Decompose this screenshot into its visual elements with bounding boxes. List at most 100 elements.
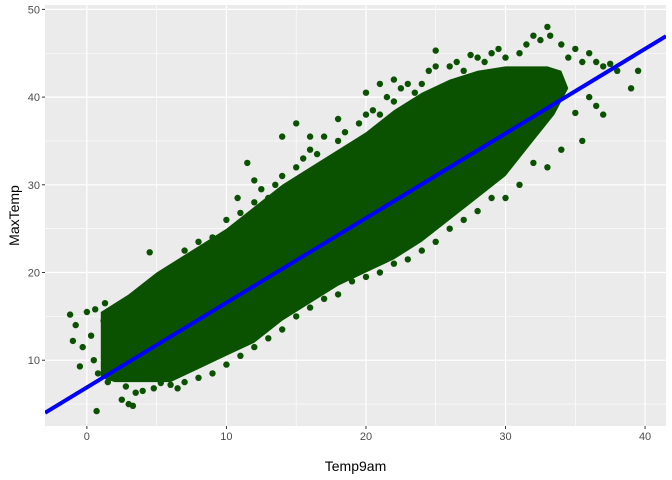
scatter-point (376, 80, 384, 88)
scatter-point (390, 260, 398, 267)
scatter-point (348, 278, 356, 285)
scatter-point (142, 286, 149, 294)
scatter-point (279, 133, 286, 140)
scatter-point (320, 133, 328, 140)
scatter-point (579, 58, 586, 66)
scatter-point (565, 54, 572, 61)
scatter-point (83, 308, 91, 316)
scatter-point (390, 76, 398, 83)
scatter-point (306, 133, 314, 140)
scatter-point (93, 407, 100, 415)
scatter-point (586, 93, 593, 101)
scatter-point (132, 389, 139, 396)
scatter-point (502, 54, 509, 61)
scatter-point (425, 67, 432, 75)
scatter-point (547, 32, 554, 39)
scatter-point (313, 150, 321, 158)
scatter-point (150, 385, 157, 392)
scatter-point (474, 207, 481, 215)
scatter-point (265, 335, 272, 342)
scatter-point (300, 155, 307, 162)
scatter-point (537, 36, 544, 44)
scatter-point (334, 115, 342, 123)
x-axis-ticks: 0 10 20 30 40 (84, 426, 651, 443)
scatter-point (530, 32, 537, 39)
x-tick-label: 20 (360, 431, 372, 443)
scatter-point (87, 332, 95, 339)
scatter-point (432, 238, 439, 245)
y-tick-label: 20 (28, 268, 40, 280)
y-tick-label: 10 (28, 355, 40, 367)
scatter-point (244, 159, 251, 167)
scatter-point (223, 216, 230, 224)
scatter-point (495, 45, 502, 53)
scatter-point (362, 273, 370, 281)
scatter-point (234, 194, 241, 202)
scatter-point (237, 352, 244, 359)
scatter-point (362, 111, 370, 118)
x-tick-label: 0 (84, 431, 90, 443)
scatter-point (558, 41, 565, 48)
scatter-point (634, 67, 642, 75)
major-gridlines (45, 5, 666, 426)
scatter-point (209, 370, 216, 377)
scatter-point (516, 50, 523, 57)
scatter-point (432, 47, 439, 54)
scatter-point (558, 146, 565, 153)
point-cloud-band (100, 66, 569, 383)
scatter-point (600, 63, 607, 70)
scatter-point (544, 23, 551, 31)
y-axis-ticks: 10 20 30 40 50 (28, 4, 45, 367)
scatter-point (100, 317, 107, 324)
scatter-point (293, 164, 300, 171)
scatter-point (293, 120, 300, 127)
scatter-point (488, 50, 495, 57)
scatter-point (320, 295, 328, 302)
scatter-point (146, 249, 153, 256)
scatter-point (397, 85, 405, 92)
scatter-point (94, 370, 102, 377)
x-tick-label: 30 (499, 431, 511, 443)
scatter-point (572, 109, 579, 117)
scatter-point (446, 63, 453, 70)
scatter-point (279, 326, 286, 333)
scatter-point (369, 107, 377, 114)
scatter-point (69, 337, 77, 345)
scatter-point (488, 194, 495, 202)
scatter-point (516, 181, 523, 188)
scatter-point (306, 146, 314, 153)
y-tick-label: 30 (28, 180, 40, 192)
scatter-point (572, 45, 579, 53)
scatter-point (251, 343, 258, 351)
x-axis-title: Temp9am (325, 458, 386, 474)
scatter-point (293, 313, 300, 320)
scatter-point (129, 402, 137, 409)
scatter-point (593, 58, 600, 66)
scatter-point (523, 41, 530, 48)
scatter-point (66, 311, 74, 318)
scatter-point (101, 300, 109, 307)
scatter-point (195, 238, 202, 245)
scatter-points (66, 23, 642, 415)
scatter-point (79, 343, 86, 351)
x-tick-label: 10 (220, 431, 232, 443)
x-tick-label: 40 (639, 431, 651, 443)
y-tick-label: 40 (28, 92, 40, 104)
scatter-point (122, 383, 130, 390)
scatter-point (411, 89, 418, 96)
scatter-point (272, 181, 279, 188)
scatter-point (90, 357, 98, 364)
scatter-point (460, 67, 467, 75)
scatter-point (265, 194, 272, 202)
scatter-point (341, 129, 349, 136)
scatter-point (530, 159, 537, 167)
scatter-point (453, 58, 460, 66)
scatter-point (607, 60, 614, 67)
scatter-point (627, 85, 635, 92)
scatter-point (251, 199, 258, 206)
scatter-point (600, 111, 607, 118)
scatter-point (418, 80, 425, 88)
scatter-point (160, 273, 167, 281)
scatter-point (383, 93, 391, 101)
scatter-point (209, 234, 216, 241)
